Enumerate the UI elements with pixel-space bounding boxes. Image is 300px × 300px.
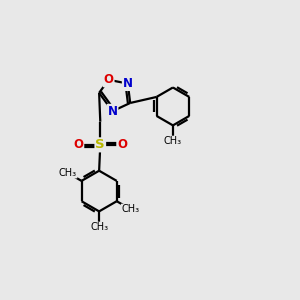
Text: N: N (123, 77, 133, 90)
Text: CH₃: CH₃ (59, 168, 77, 178)
Text: N: N (107, 105, 118, 118)
Text: CH₃: CH₃ (164, 136, 182, 146)
Text: O: O (73, 138, 83, 152)
Text: O: O (117, 138, 127, 152)
Text: CH₃: CH₃ (90, 222, 108, 232)
Text: S: S (95, 138, 105, 152)
Text: O: O (103, 73, 114, 86)
Text: CH₃: CH₃ (121, 204, 140, 214)
